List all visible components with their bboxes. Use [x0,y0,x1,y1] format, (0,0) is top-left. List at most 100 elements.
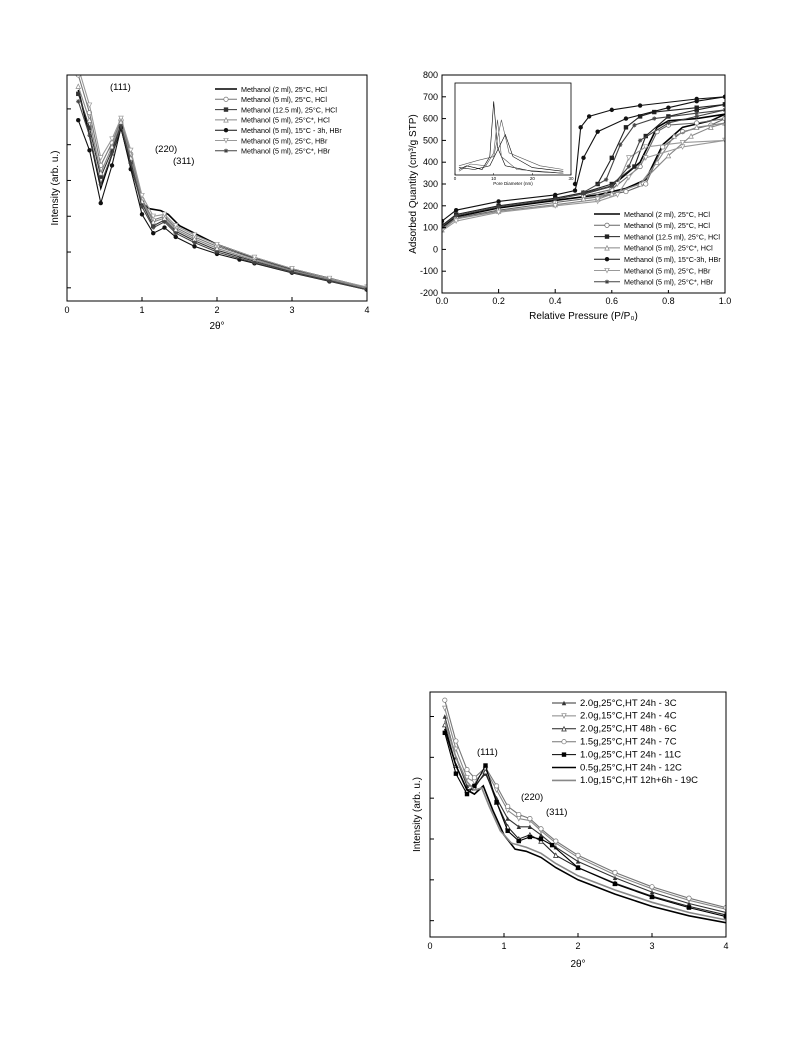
c1-series-4-point-3 [109,163,115,168]
c2-series-3-point-6 [665,152,672,159]
c1-series-3-line [77,86,367,290]
c2-series-3-markers-desorption [580,119,725,202]
c1-series-5-point-9 [172,223,179,229]
c2-series-5-point-3 [552,203,558,209]
c1-series-6-point-13 [289,270,295,275]
c3-series-0-point-6 [505,816,510,821]
c3-series-4-point-7 [516,838,521,844]
c3-series-0-point-13 [649,889,655,895]
c2-series-6-point-7 [637,138,643,143]
c3-series-4-point-13 [649,894,655,900]
c3-series-4-point-12 [612,881,618,887]
c1-series-4-point-1 [87,148,92,153]
c2-series-3-point-2 [671,133,677,139]
c3-series-4-point-11 [575,865,581,870]
c2-legend-marker-5 [604,267,610,274]
c3-plot-area [442,697,726,924]
c2-inset-curve-0 [458,101,564,174]
c3-series-4-point-8 [527,834,533,840]
c3-series-4-point-9 [538,836,544,842]
c2-series-5-point-4 [614,181,621,187]
c1-xtick-label-4: 4 [364,305,369,315]
c1-legend-marker-3 [223,116,229,123]
c1-series-5-point-15 [364,284,367,291]
c1-legend-entry-3: Methanol (5 ml), 25°C*, HCl [241,116,330,125]
c2-xtick-label-5: 1.0 [719,296,732,306]
c2-legend-marker-3 [604,244,610,251]
c3-series-2-point-10 [553,852,559,858]
c3-series-3-point-12 [612,869,618,876]
c2-series-2-point-7 [643,133,648,139]
c1-series-5-point-6 [139,192,145,199]
c3-legend-marker-0 [561,700,567,706]
c2-legend-entry-6: Methanol (5 ml), 25°C*, HBr [624,278,714,287]
c3-series-4-point-10 [549,842,555,848]
c2-legend-bg [592,208,724,290]
c2-inset-xtick-label-0: 0 [454,176,457,181]
c3-xtick-label-4: 4 [723,941,728,951]
c3-series-4-point-4 [483,763,488,768]
c2-series-5-point-2 [642,144,649,150]
c1-series-6-line [77,101,367,291]
c3-annotation-311: (311) [546,807,567,818]
c2-xtick-label-1: 0.2 [492,296,505,306]
c3-series-3-line [444,700,726,909]
c1-series-2-point-2 [98,174,103,179]
c2-series-2-point-0 [722,102,725,107]
c2-series-5-line-desorption [597,139,725,200]
c2-series-6-point-9 [694,114,699,119]
c3-legend-marker-2 [561,725,567,732]
c2-legend-entry-0: Methanol (2 ml), 25°C, HCl [624,210,710,219]
c2-series-3-point-3 [654,159,660,165]
c1-legend-entry-0: Methanol (2 ml), 25°C, HCl [241,85,327,94]
c3-series-4-point-3 [472,783,477,789]
c1-legend-entry-6: Methanol (5 ml), 25°C*, HBr [241,147,331,156]
c3-series-3-point-13 [649,884,655,890]
c1-ylabel: Intensity (arb. u.) [50,150,61,225]
c1-series-6-point-6 [139,204,145,210]
c2-inset-xtick-label-1: 10 [491,176,497,181]
c2-series-5-point-2 [495,209,502,216]
c3-series-0-point-7 [516,824,521,829]
c2-ytick-label-7: 500 [423,135,438,145]
c1-legend-marker-5 [223,137,229,144]
c2-series-5-point-5 [614,192,621,198]
c2-series-4-markers-desorption [572,94,725,187]
c1-series-6-point-0 [76,99,81,104]
c1-plot-area [75,75,367,292]
c3-legend-entry-1: 2.0g,15°C,HT 24h - 4C [580,711,677,722]
c1-series-2-point-3 [109,148,115,153]
c3-series-3-point-7 [516,811,522,818]
c2-xlabel: Relative Pressure (P/P₀) [529,311,638,322]
c2-series-6-point-3 [553,197,558,202]
c2-ytick-label-4: 200 [423,201,438,211]
c2-series-6-point-3 [632,122,637,128]
c3-ylabel: Intensity (arb. u.) [412,777,423,852]
c1-series-6-point-8 [162,219,167,225]
c2-series-4-point-3 [609,107,614,113]
c2-ytick-label-2: 0 [433,244,438,254]
c3-series-3-point-1 [453,738,459,744]
c1-legend-entry-5: Methanol (5 ml), 25°C, HBr [241,136,328,145]
c2-series-6-point-1 [453,213,459,218]
c1-series-6-point-12 [252,260,257,265]
c3-legend-marker-4 [561,752,567,757]
c1-series-4-point-10 [192,244,197,249]
c3-series-4-point-2 [464,791,470,797]
c2-ylabel: Adsorbed Quantity (cm³/g STP) [408,114,419,254]
c2-xtick-label-0: 0.0 [436,296,449,306]
c2-inset-curve-1 [458,119,564,174]
c2-series-4-point-6 [595,129,600,134]
c2-series-3-point-7 [688,133,694,139]
c3-series-3-point-3 [471,775,477,781]
c3-xtick-label-1: 1 [501,941,506,951]
c1-series-1-line [77,75,367,289]
c1-series-6-point-7 [151,225,156,230]
c3-legend-entry-5: 0.5g,25°C,HT 24h - 12C [580,762,682,773]
c3-series-0-point-0 [442,714,447,719]
c1-series-5-point-2 [97,155,104,161]
c1-series-5-point-8 [161,211,168,218]
c1-series-2-point-1 [87,125,92,130]
c2-series-3-point-4 [637,181,643,187]
